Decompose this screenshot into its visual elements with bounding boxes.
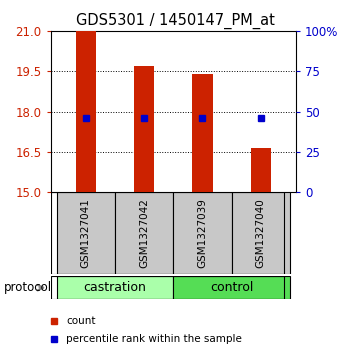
- Bar: [173, 192, 232, 274]
- Bar: [232, 192, 290, 274]
- Bar: [134, 66, 154, 192]
- Text: GSM1327041: GSM1327041: [81, 198, 91, 268]
- Text: castration: castration: [84, 281, 146, 294]
- Bar: [76, 31, 96, 192]
- Text: protocol: protocol: [4, 281, 52, 294]
- Text: percentile rank within the sample: percentile rank within the sample: [66, 334, 242, 344]
- Bar: [57, 192, 115, 274]
- Text: GSM1327039: GSM1327039: [197, 198, 208, 268]
- Text: GSM1327040: GSM1327040: [256, 198, 266, 268]
- Bar: [115, 192, 173, 274]
- Text: count: count: [66, 316, 96, 326]
- Text: GSM1327042: GSM1327042: [139, 198, 149, 268]
- Text: GDS5301 / 1450147_PM_at: GDS5301 / 1450147_PM_at: [76, 13, 274, 29]
- Bar: [57, 276, 173, 299]
- Bar: [251, 148, 271, 192]
- Bar: [192, 74, 212, 192]
- Text: control: control: [210, 281, 253, 294]
- Bar: [173, 276, 290, 299]
